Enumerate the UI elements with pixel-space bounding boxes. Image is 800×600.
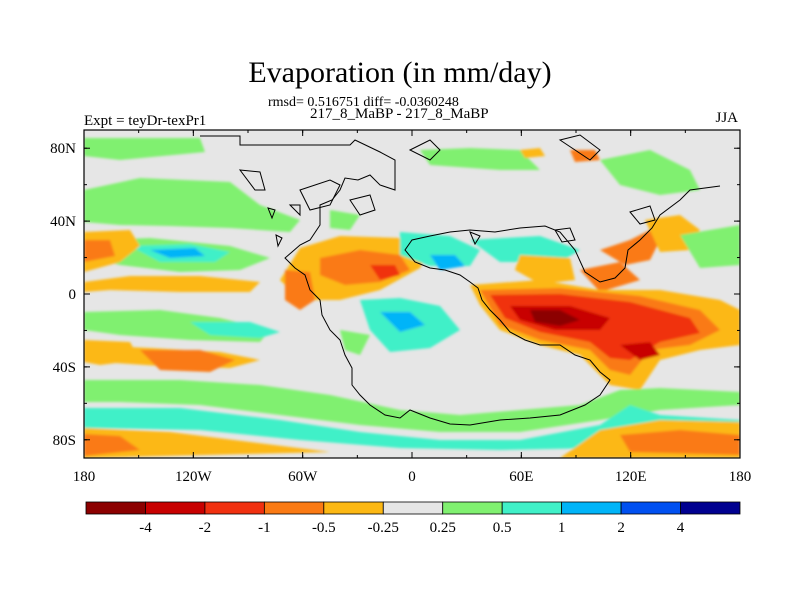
- evaporation-field: [84, 130, 740, 458]
- colorbar-swatch: [145, 501, 206, 515]
- plot-title: Evaporation (in mm/day): [248, 56, 552, 89]
- colorbar-swatch: [561, 501, 622, 515]
- colorbar-swatch: [620, 501, 681, 515]
- lon-tick-label: 60W: [288, 469, 318, 485]
- stats-label: rmsd= 0.516751 diff= -0.0360248: [268, 95, 459, 110]
- colorbar-label: 1: [558, 520, 566, 536]
- lat-tick-label: 40S: [53, 360, 76, 376]
- lat-tick-label: 0: [69, 287, 77, 303]
- season-label: JJA: [715, 110, 738, 126]
- lon-tick-label: 60E: [509, 469, 533, 485]
- colorbar-swatch: [442, 501, 503, 515]
- lat-tick-label: 80S: [53, 433, 76, 449]
- colorbar-label: 2: [617, 520, 625, 536]
- experiment-label: Expt = teyDr-texPr1: [84, 113, 207, 129]
- colorbar-swatch: [85, 501, 146, 515]
- colorbar-label: -2: [199, 520, 212, 536]
- colorbar-label: -0.25: [368, 520, 399, 536]
- lon-tick-label: 180: [73, 469, 96, 485]
- colorbar-label: 0.25: [430, 520, 456, 536]
- colorbar: -4 -2 -1 -0.5 -0.25 0.25 0.5 1 2 4: [85, 501, 741, 536]
- lon-tick-label: 120E: [615, 469, 647, 485]
- colorbar-label: -4: [139, 520, 152, 536]
- colorbar-label: 0.5: [493, 520, 512, 536]
- lat-tick-label: 80N: [50, 141, 76, 157]
- axes: 180 120W 60W 0 60E 120E 180 80N 40N 0 40S 80S: [50, 130, 751, 485]
- colorbar-swatch: [680, 501, 741, 515]
- lon-tick-label: 180: [729, 469, 752, 485]
- case-label: 217_8_MaBP - 217_8_MaBP: [310, 106, 489, 122]
- lon-tick-label: 120W: [175, 469, 213, 485]
- coastlines: [200, 134, 721, 426]
- colorbar-swatch: [501, 501, 563, 515]
- colorbar-swatch: [263, 501, 325, 515]
- lon-tick-label: 0: [408, 469, 416, 485]
- colorbar-swatch: [323, 501, 384, 515]
- colorbar-swatch: [382, 501, 444, 515]
- colorbar-swatch: [204, 501, 265, 515]
- colorbar-label: -0.5: [312, 520, 336, 536]
- colorbar-label: 4: [677, 520, 685, 536]
- colorbar-label: -1: [258, 520, 271, 536]
- lat-tick-label: 40N: [50, 214, 76, 230]
